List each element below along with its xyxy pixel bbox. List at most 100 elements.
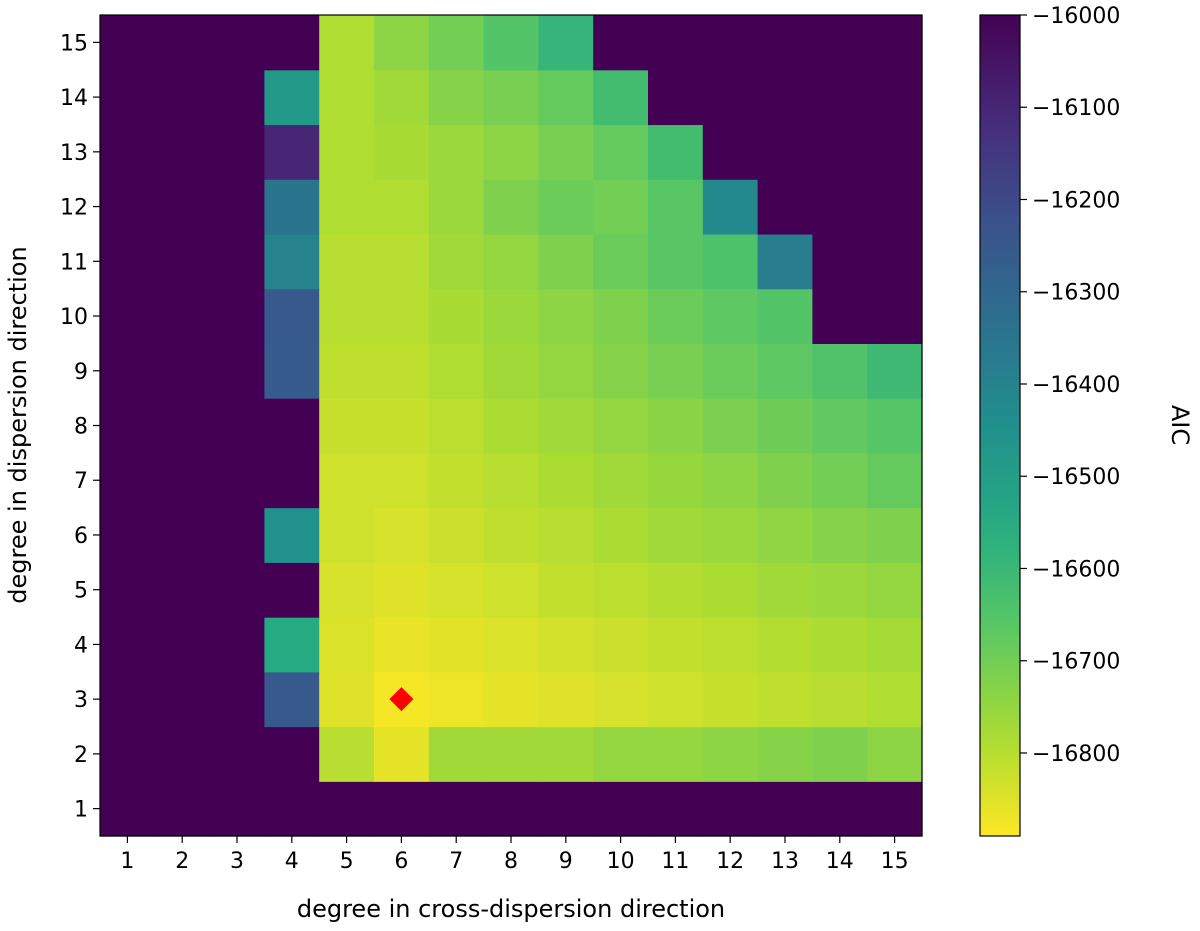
heatmap-cell (757, 15, 813, 71)
heatmap-cell (483, 179, 539, 235)
x-tick-label: 15 (881, 849, 909, 874)
heatmap-cell (483, 671, 539, 728)
heatmap-cell (757, 233, 813, 290)
heatmap-cell (428, 507, 485, 563)
heatmap-cell (428, 452, 485, 509)
x-tick-label: 12 (716, 849, 744, 874)
heatmap-cell (209, 343, 265, 399)
y-axis-label: degree in dispersion direction (4, 246, 32, 603)
heatmap-cell (867, 124, 923, 180)
heatmap-cell (702, 69, 759, 126)
heatmap-cell (154, 69, 211, 126)
colorbar-tick-label: −16300 (1032, 281, 1120, 306)
heatmap-cell (264, 452, 320, 509)
heatmap-cell (154, 398, 211, 454)
heatmap-cell (812, 15, 868, 71)
heatmap-cell (812, 781, 868, 837)
colorbar-tick-label: −16200 (1032, 188, 1120, 213)
heatmap-cell (428, 69, 485, 126)
colorbar-ticks: −16000 −16100 −16200 −16300 −16400 −16500 −166… (1020, 4, 1120, 767)
heatmap-cell (154, 15, 211, 71)
heatmap-cell (100, 179, 156, 235)
y-tick-label: 15 (60, 31, 88, 56)
colorbar-tick-label: −16100 (1032, 96, 1120, 121)
heatmap-cell (483, 398, 539, 454)
heatmap-cell (702, 398, 759, 454)
heatmap-cell (374, 726, 430, 782)
heatmap-cell (702, 562, 759, 618)
heatmap-cell (374, 452, 430, 509)
heatmap-cell (100, 15, 156, 71)
heatmap-cell (538, 233, 594, 290)
heatmap-cell (867, 179, 923, 235)
x-tick-label: 7 (449, 849, 463, 874)
heatmap-cell (319, 507, 375, 563)
heatmap-cell (757, 562, 813, 618)
heatmap-cell (428, 617, 485, 673)
heatmap-cell (648, 233, 704, 290)
heatmap-cell (593, 179, 649, 235)
colorbar-tick-label: −16700 (1032, 650, 1120, 675)
heatmap-cell (264, 671, 320, 728)
x-tick-label: 13 (771, 849, 799, 874)
heatmap-cell (593, 452, 649, 509)
heatmap-cell (757, 726, 813, 782)
heatmap-cell (428, 343, 485, 399)
heatmap-cell (593, 671, 649, 728)
heatmap-cell (374, 507, 430, 563)
heatmap-cell (428, 726, 485, 782)
heatmap-cell (867, 726, 923, 782)
heatmap-cell (757, 507, 813, 563)
y-tick-label: 7 (74, 469, 88, 494)
heatmap-cell (154, 507, 211, 563)
heatmap-cell (319, 179, 375, 235)
heatmap-cell (702, 124, 759, 180)
heatmap-cell (867, 452, 923, 509)
y-tick-label: 2 (74, 743, 88, 768)
heatmap-cell (319, 288, 375, 344)
colorbar-tick-label: −16400 (1032, 373, 1120, 398)
heatmap-cell (100, 781, 156, 837)
colorbar-tick-label: −16600 (1032, 557, 1120, 582)
heatmap-cell (702, 179, 759, 235)
heatmap-cell (209, 15, 265, 71)
heatmap-cell (538, 288, 594, 344)
heatmap-cell (264, 398, 320, 454)
heatmap-cell (264, 726, 320, 782)
heatmap-cell (428, 233, 485, 290)
heatmap-cell (428, 562, 485, 618)
heatmap-cell (538, 617, 594, 673)
heatmap-cell (867, 671, 923, 728)
heatmap-cell (483, 562, 539, 618)
heatmap-cell (319, 233, 375, 290)
heatmap-cell (264, 179, 320, 235)
y-tick-label: 1 (74, 798, 88, 823)
y-tick-label: 13 (60, 141, 88, 166)
heatmap-cell (757, 179, 813, 235)
heatmap-cell (209, 398, 265, 454)
heatmap-cell (209, 781, 265, 837)
x-tick-label: 9 (559, 849, 573, 874)
heatmap-cell (100, 288, 156, 344)
y-tick-label: 10 (60, 305, 88, 330)
heatmap-cell (812, 179, 868, 235)
heatmap-cell (319, 726, 375, 782)
heatmap-cell (100, 671, 156, 728)
heatmap-cell (264, 69, 320, 126)
colorbar (979, 14, 1021, 837)
heatmap-cell (264, 507, 320, 563)
heatmap-cell (648, 69, 704, 126)
heatmap-cell (648, 726, 704, 782)
best-fit-marker (389, 687, 414, 712)
heatmap-cell (100, 617, 156, 673)
x-tick-label: 5 (340, 849, 354, 874)
heatmap-cell (538, 562, 594, 618)
heatmap-cell (100, 124, 156, 180)
heatmap-cell (154, 124, 211, 180)
heatmap-cell (812, 507, 868, 563)
y-tick-label: 4 (74, 633, 88, 658)
heatmap-cell (483, 124, 539, 180)
heatmap-cell (812, 726, 868, 782)
heatmap-cell (483, 15, 539, 71)
